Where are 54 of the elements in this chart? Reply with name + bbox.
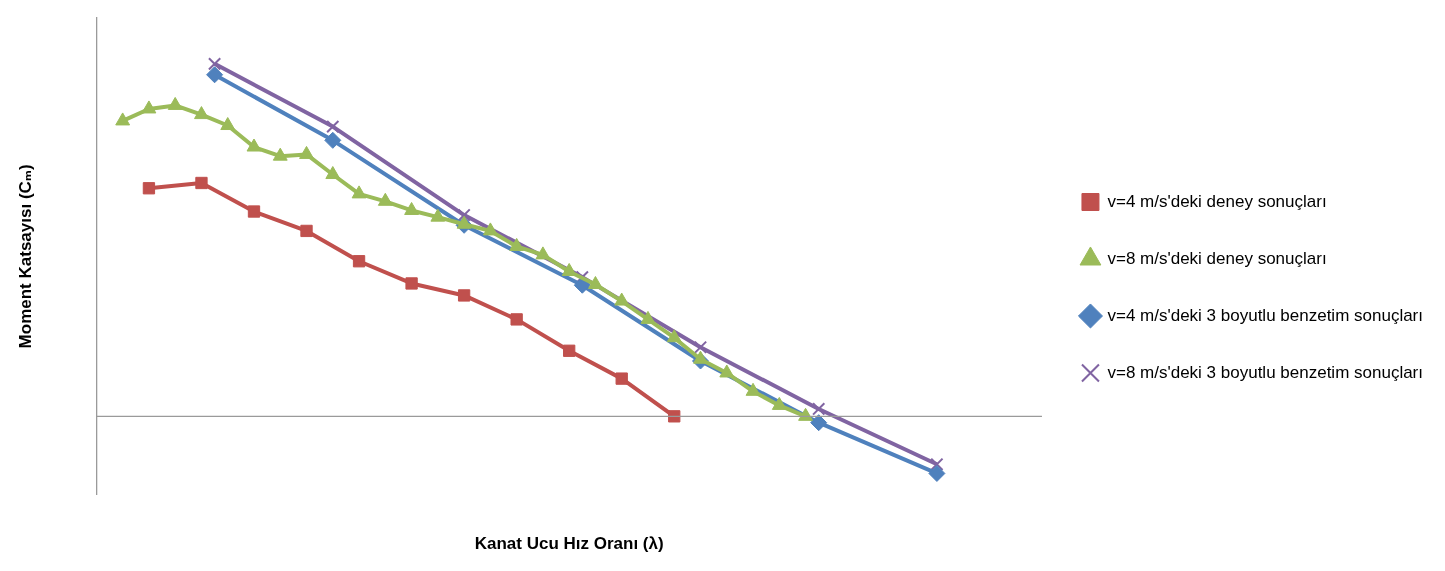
- point: [510, 313, 523, 326]
- point: [352, 255, 366, 268]
- point: [195, 176, 208, 190]
- point: [324, 131, 342, 149]
- legend-label: v=8 m/s'deki 3 boyutlu benzetim sonuçları: [1107, 362, 1423, 382]
- legend-label: v=8 m/s'deki deney sonuçları: [1107, 248, 1327, 268]
- point: [246, 138, 262, 152]
- point: [272, 147, 288, 161]
- point: [325, 166, 341, 180]
- point: [430, 208, 446, 222]
- point: [509, 237, 525, 251]
- point: [405, 277, 418, 290]
- x-axis-title: Kanat Ucu Hız Oranı (λ): [474, 534, 664, 554]
- point: [207, 57, 222, 71]
- point: [299, 145, 314, 159]
- point: [719, 364, 735, 378]
- point: [404, 201, 420, 215]
- point: [798, 407, 813, 421]
- point: [614, 292, 630, 306]
- point: [666, 329, 682, 343]
- point: [351, 185, 367, 199]
- point: [668, 410, 681, 423]
- point: [377, 192, 393, 206]
- point: [457, 289, 471, 302]
- point: [812, 402, 826, 416]
- point: [615, 372, 628, 385]
- point: [326, 119, 340, 134]
- point: [930, 457, 944, 471]
- point: [247, 205, 261, 218]
- legend-label: v=4 m/s'deki deney sonuçları: [1107, 191, 1327, 211]
- point: [810, 414, 828, 432]
- point: [928, 464, 946, 482]
- y-axis-title: Moment Katsayısı (Cₘ): [15, 164, 35, 349]
- point: [142, 182, 156, 195]
- point: [167, 96, 183, 110]
- legend-label: v=4 m/s'deki 3 boyutlu benzetim sonuçları: [1107, 305, 1423, 325]
- point: [561, 262, 577, 276]
- point: [141, 100, 157, 114]
- point: [456, 215, 472, 229]
- point: [640, 310, 656, 324]
- point: [206, 66, 224, 84]
- point: [535, 246, 551, 260]
- point: [588, 276, 603, 289]
- point: [457, 208, 471, 222]
- point: [563, 344, 576, 357]
- point: [482, 222, 498, 236]
- point: [300, 224, 313, 238]
- point: [194, 106, 209, 120]
- point: [745, 382, 761, 396]
- point: [771, 396, 787, 410]
- point: [115, 112, 131, 126]
- point: [693, 340, 708, 354]
- point: [220, 117, 236, 131]
- point: [693, 350, 708, 364]
